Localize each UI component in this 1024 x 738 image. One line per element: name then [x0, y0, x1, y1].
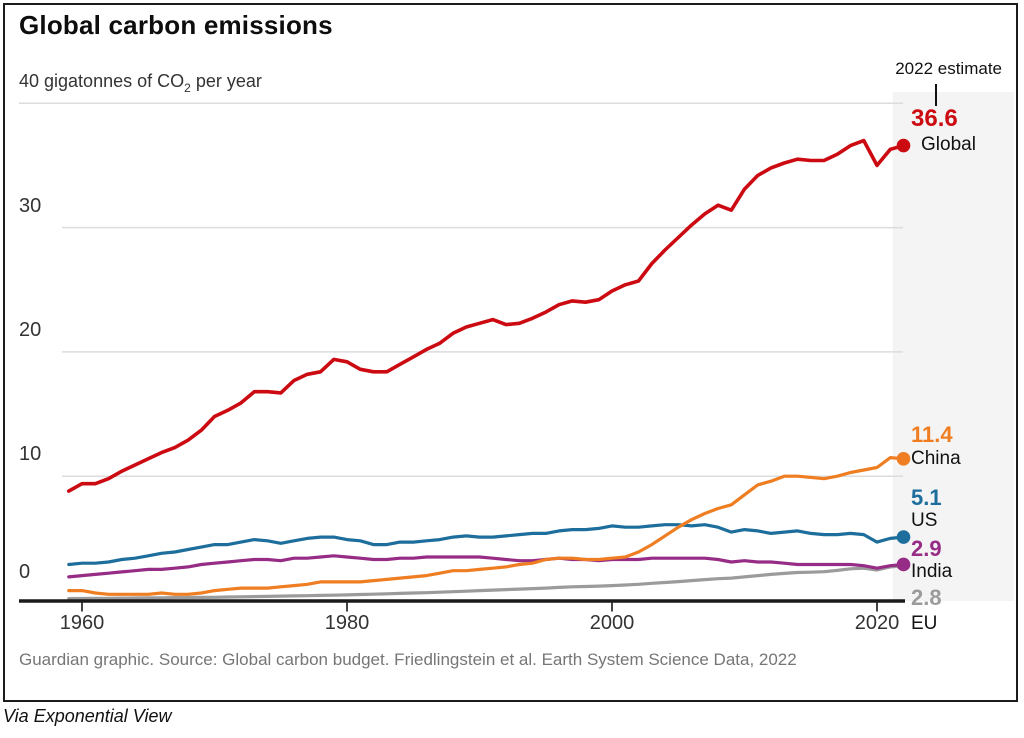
- chart-title: Global carbon emissions: [19, 10, 333, 40]
- series-dot-india: [896, 557, 911, 572]
- series-value-china: 11.4: [911, 422, 953, 447]
- series-line-us: [67, 523, 906, 567]
- series-label-global: Global: [921, 134, 976, 155]
- x-axis-label-2000: 2000: [589, 612, 635, 634]
- x-axis-label-1980: 1980: [324, 612, 370, 634]
- series-line-india: [67, 554, 906, 579]
- subtitle-prefix: 40 gigatonnes of CO: [19, 71, 185, 91]
- series-value-global: 36.6: [911, 105, 958, 132]
- estimate-annotation: 2022 estimate: [895, 59, 1002, 78]
- y-axis-label-10: 10: [19, 443, 42, 465]
- x-axis-label-2020: 2020: [854, 612, 900, 634]
- y-axis-label-20: 20: [19, 319, 42, 341]
- subtitle-suffix: per year: [190, 71, 262, 91]
- series-line-china: [67, 456, 906, 596]
- series-dot-us: [896, 530, 911, 544]
- series-line-global: [67, 138, 906, 493]
- series-label-india: India: [911, 561, 953, 582]
- y-axis-label-0: 0: [19, 561, 31, 583]
- estimate-band: [892, 92, 1014, 601]
- subtitle-subscript: 2: [184, 81, 191, 95]
- source-attribution: Guardian graphic. Source: Global carbon …: [19, 650, 797, 669]
- series-label-eu: EU: [911, 613, 938, 634]
- series-value-us: 5.1: [911, 485, 942, 510]
- chart-subtitle: 40 gigatonnes of CO2 per year: [19, 71, 262, 95]
- series-label-us: US: [911, 510, 938, 531]
- series-value-india: 2.9: [911, 536, 942, 561]
- series-dot-china: [896, 451, 911, 466]
- x-axis-label-1960: 1960: [59, 612, 105, 634]
- y-axis-label-30: 30: [19, 195, 42, 217]
- series-line-eu: [67, 564, 906, 601]
- series-label-china: China: [911, 448, 961, 469]
- series-dot-global: [896, 138, 911, 153]
- series-value-eu: 2.8: [911, 585, 942, 610]
- via-caption: Via Exponential View: [3, 706, 172, 726]
